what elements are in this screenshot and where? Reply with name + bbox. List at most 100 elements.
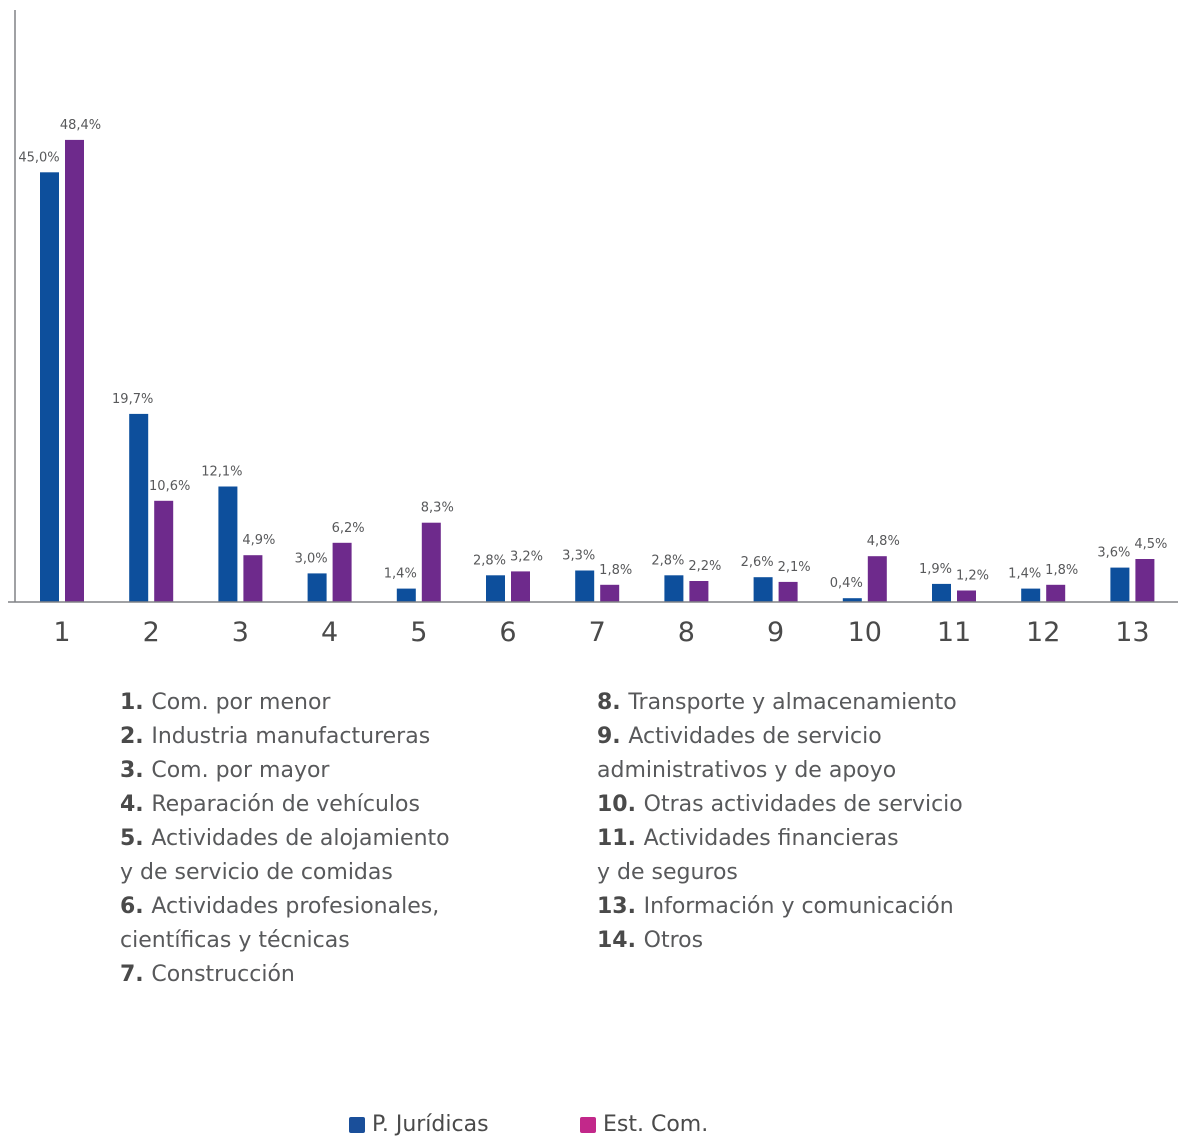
- bar-est-com-4: [332, 542, 352, 602]
- value-label-p-juridicas-2: 19,7%: [112, 392, 153, 407]
- category-key-left-item-number: 5.: [120, 826, 152, 851]
- category-key-right-item-text: y de seguros: [597, 860, 738, 885]
- value-label-p-juridicas-7: 3,3%: [562, 549, 595, 564]
- category-key-left-item: científicas y técnicas: [120, 924, 450, 958]
- category-key-left: 1. Com. por menor 2. Industria manufactur…: [120, 686, 450, 992]
- category-key-right-item-number: 9.: [597, 724, 629, 749]
- bars-layer: [40, 139, 1155, 603]
- category-key-left-item-text: Com. por menor: [151, 690, 331, 715]
- category-key-right-item-text: administrativos y de apoyo: [597, 758, 897, 783]
- category-key-left-item: 1. Com. por menor: [120, 686, 450, 720]
- category-key-right-item: 11. Actividades financieras: [597, 822, 963, 856]
- value-label-est-com-9: 2,1%: [778, 560, 811, 575]
- category-key-left-item: 4. Reparación de vehículos: [120, 788, 450, 822]
- x-tick-label-12: 12: [1026, 617, 1060, 648]
- category-key-right-item-number: 11.: [597, 826, 644, 851]
- category-key-left-item-text: Actividades de alojamiento: [151, 826, 450, 851]
- category-key-right-item: 10. Otras actividades de servicio: [597, 788, 963, 822]
- legend-swatch-est-com: [580, 1116, 596, 1133]
- x-tick-label-10: 10: [848, 617, 882, 648]
- bar-est-com-8: [689, 581, 709, 602]
- value-label-est-com-2: 10,6%: [149, 479, 190, 494]
- category-key-left-item-number: 4.: [120, 792, 152, 817]
- value-label-p-juridicas-12: 1,4%: [1008, 567, 1041, 582]
- x-tick-label-8: 8: [678, 617, 695, 648]
- x-tick-label-4: 4: [321, 617, 338, 648]
- category-key-left-item-text: Industria manufactureras: [151, 724, 431, 749]
- category-key-left-item-number: 2.: [120, 724, 152, 749]
- x-tick-labels: 1 2 3 4 5 6 7 8 9 10 11 12 13: [53, 617, 1149, 648]
- x-tick-label-1: 1: [53, 617, 70, 648]
- value-label-p-juridicas-5: 1,4%: [384, 567, 417, 582]
- value-label-p-juridicas-8: 2,8%: [651, 553, 684, 568]
- bar-est-com-10: [867, 556, 887, 602]
- x-tick-label-3: 3: [232, 617, 249, 648]
- bar-est-com-2: [154, 500, 174, 602]
- bar-p-juridicas-5: [396, 588, 416, 602]
- category-key-left-item-text: y de servicio de comidas: [120, 860, 393, 885]
- bar-p-juridicas-6: [486, 575, 505, 602]
- x-tick-label-5: 5: [410, 617, 427, 648]
- category-key-right-item-text: Información y comunicación: [643, 894, 954, 919]
- bar-p-juridicas-7: [575, 570, 595, 602]
- value-label-p-juridicas-1: 45,0%: [18, 150, 59, 165]
- bar-p-juridicas-13: [1110, 567, 1130, 602]
- x-tick-label-6: 6: [499, 617, 516, 648]
- value-label-p-juridicas-9: 2,6%: [741, 555, 774, 570]
- category-key-left-item-text: científicas y técnicas: [120, 928, 350, 953]
- value-label-p-juridicas-4: 3,0%: [295, 551, 328, 566]
- category-key-right-item-number: 10.: [597, 792, 644, 817]
- legend-label-est-com: Est. Com.: [603, 1112, 709, 1137]
- value-label-est-com-13: 4,5%: [1134, 537, 1167, 552]
- category-key-left-item: 2. Industria manufactureras: [120, 720, 450, 754]
- category-key-right-item-number: 14.: [597, 928, 644, 953]
- bar-est-com-7: [600, 584, 620, 602]
- category-key-right-item: y de seguros: [597, 856, 963, 890]
- value-label-est-com-6: 3,2%: [510, 549, 543, 564]
- category-key-left-item: 6. Actividades profesionales,: [120, 890, 450, 924]
- bar-p-juridicas-8: [664, 575, 684, 602]
- bar-p-juridicas-3: [218, 486, 238, 602]
- bar-est-com-5: [421, 522, 441, 602]
- category-key-right-item-text: Transporte y almacenamiento: [628, 690, 957, 715]
- value-labels-layer: 45,0% 48,4% 19,7% 10,6% 12,1% 4,9% 3,0% 6,2% 1,4…: [18, 118, 1167, 591]
- value-label-est-com-7: 1,8%: [599, 563, 632, 578]
- category-key-right-item: 8. Transporte y almacenamiento: [597, 686, 963, 720]
- legend-swatch-p-juridicas: [349, 1116, 365, 1133]
- x-tick-label-9: 9: [767, 617, 784, 648]
- x-tick-label-13: 13: [1115, 617, 1149, 648]
- bar-est-com-1: [65, 139, 84, 602]
- legend-item-p-juridicas: P. Jurídicas: [349, 1112, 489, 1137]
- legend-label-p-juridicas: P. Jurídicas: [372, 1112, 489, 1137]
- value-label-p-juridicas-3: 12,1%: [201, 465, 242, 480]
- category-key-right-item-text: Actividades de servicio: [628, 724, 882, 749]
- category-key-right-item: 13. Información y comunicación: [597, 890, 963, 924]
- category-key-left-item-text: Com. por mayor: [151, 758, 330, 783]
- category-key-left-item-text: Construcción: [151, 962, 295, 987]
- bar-p-juridicas-9: [753, 577, 773, 602]
- value-label-est-com-11: 1,2%: [956, 569, 989, 584]
- bar-est-com-6: [511, 571, 530, 602]
- category-key-right-item-number: 8.: [597, 690, 629, 715]
- bar-p-juridicas-1: [40, 172, 59, 603]
- category-key-left-item-text: Reparación de vehículos: [151, 792, 420, 817]
- value-label-p-juridicas-10: 0,4%: [830, 576, 863, 591]
- category-key-left-item: y de servicio de comidas: [120, 856, 450, 890]
- bar-chart: 45,0%48,4%19,7%10,6%12,1%4,9%3,0%6,2%1,4…: [8, 10, 1178, 648]
- category-key-left-item: 3. Com. por mayor: [120, 754, 450, 788]
- bar-p-juridicas-11: [932, 583, 951, 602]
- bar-p-juridicas-2: [129, 413, 149, 602]
- value-label-est-com-12: 1,8%: [1045, 563, 1078, 578]
- value-label-p-juridicas-11: 1,9%: [919, 562, 952, 577]
- category-key-right-item-number: 13.: [597, 894, 644, 919]
- bar-est-com-12: [1046, 584, 1066, 602]
- legend-item-est-com: Est. Com.: [580, 1112, 708, 1137]
- series-legend: P. Jurídicas Est. Com.: [0, 1112, 1179, 1140]
- bar-p-juridicas-10: [842, 598, 862, 602]
- category-key-right-item-text: Otros: [643, 928, 704, 953]
- category-key-left-item: 5. Actividades de alojamiento: [120, 822, 450, 856]
- x-tick-label-11: 11: [937, 617, 971, 648]
- category-key-right-item-text: Otras actividades de servicio: [643, 792, 963, 817]
- category-key-right-item: 9. Actividades de servicio: [597, 720, 963, 754]
- bar-p-juridicas-4: [307, 573, 327, 602]
